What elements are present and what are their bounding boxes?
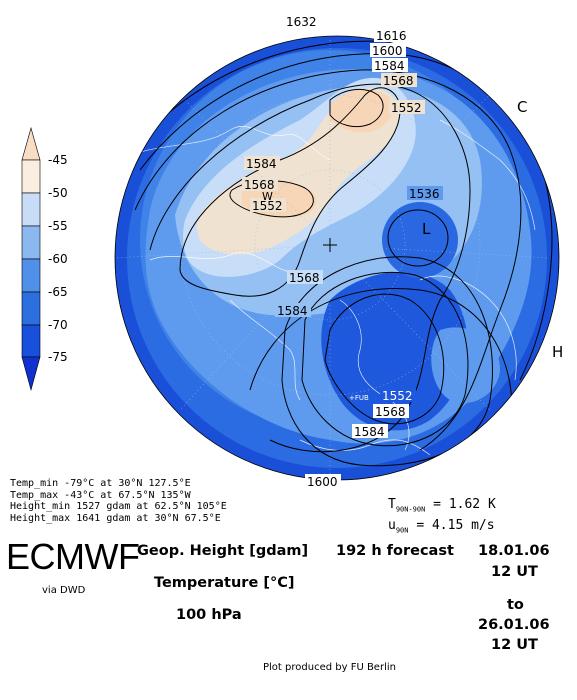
- contour-label: 1632: [286, 15, 317, 29]
- pressure-level-label: 100 hPa: [176, 607, 242, 623]
- credit-line: Plot produced by FU Berlin: [263, 662, 396, 673]
- stat-height-min: Height_min 1527 gdam at 62.5°N 105°E: [10, 501, 227, 512]
- extremes-stats: Temp_min -79°C at 30°N 127.5°E Temp_max …: [10, 478, 227, 524]
- end-date: 26.01.06: [478, 617, 550, 633]
- field-height-label: Geop. Height [gdam]: [137, 543, 309, 559]
- temp-diagnostic: T90N-90N = 1.62 K: [388, 497, 496, 518]
- start-date: 18.01.06: [478, 543, 550, 559]
- u-subscript: 90N: [395, 526, 409, 535]
- contour-label: 1600: [307, 475, 338, 489]
- contour-label: 1552: [391, 101, 422, 115]
- brand-logo: ECMWF: [6, 536, 140, 577]
- contour-label: 1568: [244, 178, 275, 192]
- contour-labels: 1632 1616 1600 1584 1568 1552 1584 1568 …: [242, 14, 443, 489]
- contour-label: 1616: [376, 29, 407, 43]
- north-pole-cross: [323, 238, 337, 252]
- t-symbol: T: [388, 497, 396, 512]
- t-value: = 1.62 K: [433, 497, 496, 512]
- warm-marker: W: [262, 190, 273, 203]
- stat-temp-min: Temp_min -79°C at 30°N 127.5°E: [10, 478, 191, 489]
- colorbar-bin: [21, 324, 41, 358]
- colorbar-bin: [21, 291, 41, 326]
- colorbar-tick: -50: [48, 186, 68, 200]
- low-marker: L: [422, 220, 431, 238]
- colorbar-tick: -60: [48, 252, 68, 266]
- stat-height-max: Height_max 1641 gdam at 30°N 67.5°E: [10, 512, 221, 524]
- to-label: to: [507, 597, 524, 613]
- colorbar-bottom-arrow: [21, 356, 41, 392]
- colorbar-tick: -70: [48, 318, 68, 332]
- high-marker: H: [552, 343, 563, 361]
- t-subscript: 90N-90N: [395, 505, 426, 514]
- pressure-markers: L H C W +FUB: [262, 98, 563, 402]
- u-value: = 4.15 m/s: [416, 517, 495, 533]
- contour-label: 1584: [277, 304, 308, 318]
- cold-marker: C: [517, 98, 527, 116]
- colorbar-top-arrow: [21, 126, 41, 161]
- colorbar-tick: -65: [48, 285, 68, 299]
- contour-label: 1568: [375, 405, 406, 419]
- start-time: 12 UT: [491, 564, 538, 580]
- station-label: +FUB: [349, 394, 369, 402]
- colorbar-tick: -55: [48, 219, 68, 233]
- colorbar-bin: [21, 192, 41, 227]
- contour-label: 1536: [409, 187, 440, 201]
- colorbar-bin: [21, 225, 41, 260]
- contour-label: 1584: [246, 157, 277, 171]
- wind-diagnostic: u90N = 4.15 m/s: [388, 518, 496, 539]
- colorbar-tick: -75: [48, 350, 68, 364]
- contour-label: 1600: [372, 44, 403, 58]
- contour-label: 1552: [252, 199, 283, 213]
- contour-label: 1584: [354, 425, 385, 439]
- colorbar-tick: -45: [48, 153, 68, 167]
- contour-label: 1568: [289, 271, 320, 285]
- u-symbol: u: [388, 517, 396, 533]
- end-time: 12 UT: [491, 637, 538, 653]
- stat-temp-max: Temp_max -43°C at 67.5°N 135°W: [10, 489, 191, 501]
- forecast-label: 192 h forecast: [336, 543, 454, 559]
- contour-label: 1552: [382, 389, 413, 403]
- diagnostics: T90N-90N = 1.62 K u90N = 4.15 m/s: [388, 497, 496, 538]
- contour-label: 1584: [374, 59, 405, 73]
- field-temperature-label: Temperature [°C]: [154, 575, 295, 591]
- colorbar-bin: [21, 159, 41, 194]
- colorbar-bin: [21, 258, 41, 293]
- via-label: via DWD: [42, 585, 86, 596]
- temperature-field: [115, 36, 559, 480]
- colorbar: -45 -50 -55 -60 -65 -70 -75: [21, 126, 68, 392]
- contour-label: 1568: [383, 74, 414, 88]
